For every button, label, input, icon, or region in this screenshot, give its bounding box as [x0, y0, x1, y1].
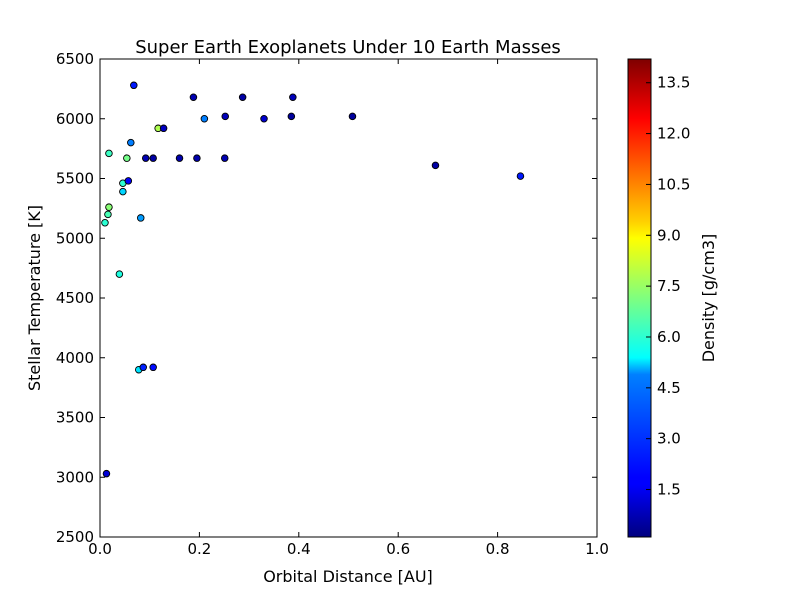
y-axis: 2500 3000 3500 4000 4500 5000 5500 6000 6500 [56, 50, 597, 546]
data-point [137, 214, 145, 222]
colorbar-tick-label: 4.5 [657, 379, 681, 397]
data-point [130, 81, 138, 90]
data-point [289, 93, 297, 101]
y-tick-label: 4500 [56, 289, 94, 307]
data-point [221, 112, 229, 121]
points-layer [101, 81, 525, 478]
x-axis: 0.0 0.2 0.4 0.6 0.8 1.0 [88, 59, 609, 558]
colorbar-tick-label: 10.5 [657, 175, 690, 193]
data-point [287, 112, 296, 121]
x-tick-label: 0.2 [187, 540, 211, 558]
data-point [516, 172, 525, 180]
colorbar-tick-label: 1.5 [657, 481, 681, 499]
data-point [348, 112, 357, 121]
data-point [124, 177, 133, 185]
x-tick-label: 0.0 [88, 540, 112, 558]
data-point [104, 210, 112, 219]
colorbar-tick-label: 13.5 [657, 74, 690, 92]
data-point [260, 114, 268, 123]
plot-area: 0.0 0.2 0.4 0.6 0.8 1.0 2500 3000 3500 4000 4500 5… [56, 50, 609, 558]
data-point [115, 270, 124, 278]
y-tick-label: 2500 [56, 528, 94, 546]
colorbar-gradient [627, 58, 652, 538]
data-point [119, 187, 127, 196]
data-point [141, 154, 150, 162]
data-point [200, 114, 209, 123]
data-point [127, 138, 135, 147]
chart-title: Super Earth Exoplanets Under 10 Earth Ma… [135, 37, 561, 58]
y-axis-label: Stellar Temperature [K] [25, 205, 44, 391]
x-tick-label: 1.0 [585, 540, 609, 558]
y-tick-label: 5000 [56, 229, 94, 247]
data-point [139, 363, 147, 372]
x-tick-label: 0.4 [287, 540, 311, 558]
colorbar-tick-label: 3.0 [657, 430, 681, 448]
x-axis-label: Orbital Distance [AU] [263, 567, 433, 586]
x-tick-label: 0.6 [386, 540, 410, 558]
data-point [175, 154, 184, 162]
y-tick-label: 6500 [56, 50, 94, 68]
colorbar: 1.5 3.0 4.5 6.0 7.5 9.0 10.5 12.0 13.5 Density [… [627, 58, 718, 538]
x-tick-label: 0.8 [486, 540, 510, 558]
data-point [101, 218, 109, 227]
y-tick-label: 4000 [56, 349, 94, 367]
data-point [431, 161, 440, 170]
data-point [123, 154, 131, 162]
data-point [193, 154, 201, 162]
y-tick-label: 5500 [56, 170, 94, 188]
colorbar-label: Density [g/cm3] [699, 234, 718, 363]
y-tick-label: 6000 [56, 110, 94, 128]
data-point [189, 93, 198, 101]
data-point [105, 203, 113, 211]
data-point [159, 124, 168, 133]
colorbar-tick-label: 9.0 [657, 226, 681, 244]
colorbar-tick-label: 7.5 [657, 277, 681, 295]
y-tick-label: 3000 [56, 468, 94, 486]
colorbar-tick-label: 12.0 [657, 125, 690, 143]
colorbar-ticks: 1.5 3.0 4.5 6.0 7.5 9.0 10.5 12.0 13.5 [646, 74, 690, 499]
data-point [149, 363, 157, 372]
colorbar-tick-label: 6.0 [657, 328, 681, 346]
data-point [105, 149, 113, 158]
data-point [102, 469, 111, 478]
data-point [149, 154, 157, 162]
data-point [238, 93, 247, 101]
y-tick-label: 3500 [56, 409, 94, 427]
data-point [220, 154, 229, 162]
